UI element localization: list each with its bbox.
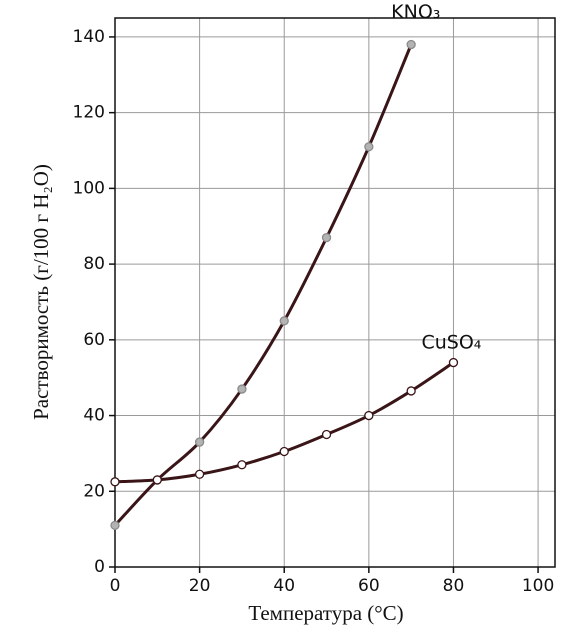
data-point: [110, 477, 120, 487]
data-point: [406, 386, 416, 396]
y-tick-label: 120: [73, 103, 105, 123]
x-tick-label: 0: [110, 576, 121, 596]
data-point: [237, 460, 247, 470]
data-point: [406, 39, 416, 50]
data-point: [321, 232, 332, 243]
y-tick-label: 140: [73, 27, 105, 47]
y-tick-label: 40: [83, 406, 105, 426]
y-tick-label: 0: [94, 557, 105, 577]
y-tick-label: 80: [83, 254, 105, 274]
y-axis-title: Растворимость (г/100 г H₂O): [29, 164, 53, 420]
series-label: CuSO₄: [421, 332, 481, 354]
data-point: [448, 357, 459, 368]
series-label: KNO₃: [391, 1, 440, 23]
x-tick-label: 80: [443, 576, 465, 596]
x-tick-label: 100: [522, 576, 554, 596]
data-point: [364, 142, 374, 152]
y-tick-label: 60: [83, 330, 105, 350]
data-point: [279, 446, 289, 457]
x-tick-label: 20: [189, 576, 211, 596]
series-line: [113, 43, 413, 527]
y-tick-label: 100: [73, 178, 105, 198]
data-point: [194, 469, 205, 479]
y-tick-label: 20: [83, 481, 105, 501]
data-point: [110, 520, 120, 531]
data-point: [237, 384, 247, 394]
data-point: [279, 316, 289, 326]
data-point: [194, 437, 205, 447]
x-tick-label: 40: [273, 576, 295, 596]
data-point: [321, 429, 332, 440]
x-tick-label: 60: [358, 576, 380, 596]
x-axis-title: Температура (°C): [248, 601, 403, 625]
plot-frame: [114, 17, 556, 568]
data-point: [364, 410, 374, 421]
data-point: [152, 475, 162, 485]
